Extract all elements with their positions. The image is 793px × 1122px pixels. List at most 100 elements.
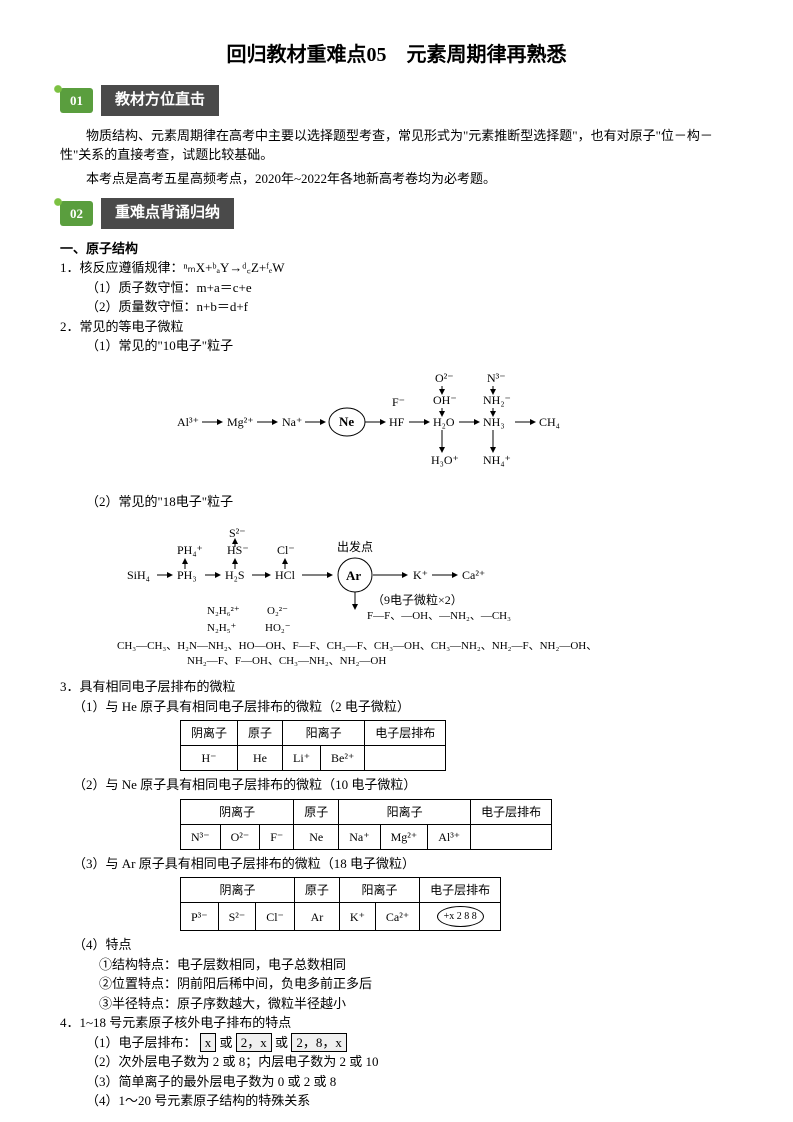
cell: O²⁻	[220, 824, 260, 849]
rule-1-2: （2）质量数守恒：n+b＝d+f	[60, 297, 733, 317]
cell-config: +x 2 8 8	[420, 903, 501, 931]
cell: Ar	[294, 903, 339, 931]
th-cation: 阳离子	[339, 799, 471, 824]
svg-text:OH⁻: OH⁻	[433, 393, 457, 407]
box-x: x	[200, 1033, 217, 1052]
svg-text:HS⁻: HS⁻	[227, 543, 249, 557]
cell: Ne	[294, 824, 339, 849]
svg-text:K⁺: K⁺	[413, 568, 428, 582]
th-anion: 阴离子	[181, 721, 238, 746]
cell: Na⁺	[339, 824, 380, 849]
rule-1-label: 1．核反应遵循规律：	[60, 260, 184, 275]
svg-text:N₂H₆²⁺: N₂H₆²⁺	[207, 605, 240, 617]
diagram-18e-svg: SiH₄ PH₃ PH₄⁺ H₂S HS⁻ S²⁻ HCl Cl⁻ Ar 出发点…	[117, 519, 677, 669]
diagram-10-electron: Al³⁺ Mg²⁺ Na⁺ Ne F⁻ HF O²⁻ OH⁻ H₂O H₃O⁺ …	[60, 364, 733, 484]
cell: Li⁺	[283, 746, 321, 771]
table-ne: 阴离子原子阳离子电子层排布 N³⁻O²⁻F⁻NeNa⁺Mg²⁺Al³⁺	[180, 799, 552, 850]
section-header-1: 01 教材方位直击	[60, 85, 733, 116]
feature-1: ①结构特点：电子层数相同，电子总数相同	[60, 955, 733, 975]
rule-2-1: （1）常见的"10电子"粒子	[60, 336, 733, 356]
section-badge-1: 01	[60, 88, 93, 114]
svg-text:NH₃: NH₃	[483, 415, 505, 429]
feature-3: ③半径特点：原子序数越大，微粒半径越小	[60, 994, 733, 1014]
box-28x: 2，8，x	[291, 1033, 347, 1052]
section-title-2: 重难点背诵归纳	[101, 198, 234, 229]
or-text: 或	[275, 1035, 288, 1050]
svg-text:S²⁻: S²⁻	[229, 526, 246, 540]
svg-text:CH₃—CH₃、H₂N—NH₂、HO—OH、F—F、CH₃—: CH₃—CH₃、H₂N—NH₂、HO—OH、F—F、CH₃—F、CH₃—OH、C…	[117, 640, 597, 652]
or-text: 或	[220, 1035, 233, 1050]
th-cation: 阳离子	[339, 878, 419, 903]
svg-text:F—F、—OH、—NH₂、—CH₃: F—F、—OH、—NH₂、—CH₃	[367, 610, 511, 622]
cell: He	[238, 746, 283, 771]
svg-text:O²⁻: O²⁻	[435, 371, 454, 385]
svg-text:H₃O⁺: H₃O⁺	[431, 453, 459, 467]
rule-4-4: （4）1～20 号元素原子结构的特殊关系	[60, 1091, 733, 1111]
rule-3-1: （1）与 He 原子具有相同电子层排布的微粒（2 电子微粒）	[60, 697, 733, 717]
heading-atomic-structure: 一、原子结构	[60, 239, 733, 259]
th-config: 电子层排布	[365, 721, 446, 746]
rule-1: 1．核反应遵循规律：ⁿₘX+ᵇₐY→ᵈ꜀Z+ᶠₑW	[60, 258, 733, 278]
th-config: 电子层排布	[471, 799, 552, 824]
orbital-diagram: +x 2 8 8	[437, 906, 484, 927]
feature-2: ②位置特点：阴前阳后稀中间，负电多前正多后	[60, 974, 733, 994]
svg-text:Mg²⁺: Mg²⁺	[227, 415, 254, 429]
th-anion: 阴离子	[181, 878, 295, 903]
svg-text:（9电子微粒×2）: （9电子微粒×2）	[372, 592, 463, 607]
svg-text:NH₂—F、F—OH、CH₃—NH₂、NH₂—OH: NH₂—F、F—OH、CH₃—NH₂、NH₂—OH	[187, 655, 386, 667]
table-ar: 阴离子原子阳离子电子层排布 P³⁻S²⁻Cl⁻ArK⁺Ca²⁺ +x 2 8 8	[180, 877, 501, 931]
svg-text:Ne: Ne	[339, 414, 354, 429]
svg-text:PH₄⁺: PH₄⁺	[177, 543, 203, 557]
rule-4-1-label: （1）电子层排布：	[86, 1035, 197, 1050]
svg-text:Al³⁺: Al³⁺	[177, 415, 199, 429]
table-he: 阴离子原子阳离子电子层排布 H⁻HeLi⁺Be²⁺	[180, 720, 446, 771]
svg-text:HF: HF	[389, 415, 405, 429]
cell: Cl⁻	[256, 903, 295, 931]
rule-4: 4．1~18 号元素原子核外电子排布的特点	[60, 1013, 733, 1033]
rule-4-3: （3）简单离子的最外层电子数为 0 或 2 或 8	[60, 1072, 733, 1092]
rule-2-2: （2）常见的"18电子"粒子	[60, 492, 733, 512]
cell	[365, 746, 446, 771]
svg-text:H₂O: H₂O	[433, 415, 455, 429]
diagram-10e-svg: Al³⁺ Mg²⁺ Na⁺ Ne F⁻ HF O²⁻ OH⁻ H₂O H₃O⁺ …	[157, 364, 637, 484]
svg-text:H₂S: H₂S	[225, 568, 245, 582]
cell: S²⁻	[218, 903, 256, 931]
svg-text:Ca²⁺: Ca²⁺	[462, 568, 485, 582]
rule-3-4: （4）特点	[60, 935, 733, 955]
svg-text:NH₄⁺: NH₄⁺	[483, 453, 511, 467]
th-atom: 原子	[294, 799, 339, 824]
svg-text:HCl: HCl	[275, 568, 296, 582]
cell: Ca²⁺	[375, 903, 419, 931]
cell: P³⁻	[181, 903, 219, 931]
svg-text:HO₂⁻: HO₂⁻	[265, 622, 291, 634]
intro-paragraph-1: 物质结构、元素周期律在高考中主要以选择题型考查，常见形式为"元素推断型选择题"，…	[60, 126, 733, 165]
th-atom: 原子	[294, 878, 339, 903]
cell: Be²⁺	[321, 746, 365, 771]
svg-text:N³⁻: N³⁻	[487, 371, 506, 385]
svg-text:SiH₄: SiH₄	[127, 568, 150, 582]
th-cation: 阳离子	[283, 721, 365, 746]
page-title: 回归教材重难点05 元素周期律再熟悉	[60, 40, 733, 70]
diagram-18-electron: SiH₄ PH₃ PH₄⁺ H₂S HS⁻ S²⁻ HCl Cl⁻ Ar 出发点…	[60, 519, 733, 669]
th-config: 电子层排布	[420, 878, 501, 903]
cell: H⁻	[181, 746, 238, 771]
rule-3-3: （3）与 Ar 原子具有相同电子层排布的微粒（18 电子微粒）	[60, 854, 733, 874]
svg-text:出发点: 出发点	[337, 539, 373, 554]
svg-text:PH₃: PH₃	[177, 568, 197, 582]
svg-text:CH₄: CH₄	[539, 415, 560, 429]
intro-paragraph-2: 本考点是高考五星高频考点，2020年~2022年各地新高考卷均为必考题。	[60, 169, 733, 189]
rule-4-1: （1）电子层排布： x 或 2，x 或 2，8，x	[60, 1033, 733, 1053]
rule-4-2: （2）次外层电子数为 2 或 8；内层电子数为 2 或 10	[60, 1052, 733, 1072]
cell: F⁻	[260, 824, 294, 849]
section-header-2: 02 重难点背诵归纳	[60, 198, 733, 229]
cell: N³⁻	[181, 824, 221, 849]
th-anion: 阴离子	[181, 799, 294, 824]
cell: K⁺	[339, 903, 375, 931]
cell: Al³⁺	[428, 824, 471, 849]
rule-1-formula: ⁿₘX+ᵇₐY→ᵈ꜀Z+ᶠₑW	[184, 260, 285, 275]
svg-text:N₂H₅⁺: N₂H₅⁺	[207, 622, 237, 634]
svg-text:Na⁺: Na⁺	[282, 415, 302, 429]
rule-1-1: （1）质子数守恒：m+a＝c+e	[60, 278, 733, 298]
rule-2: 2．常见的等电子微粒	[60, 317, 733, 337]
th-atom: 原子	[238, 721, 283, 746]
